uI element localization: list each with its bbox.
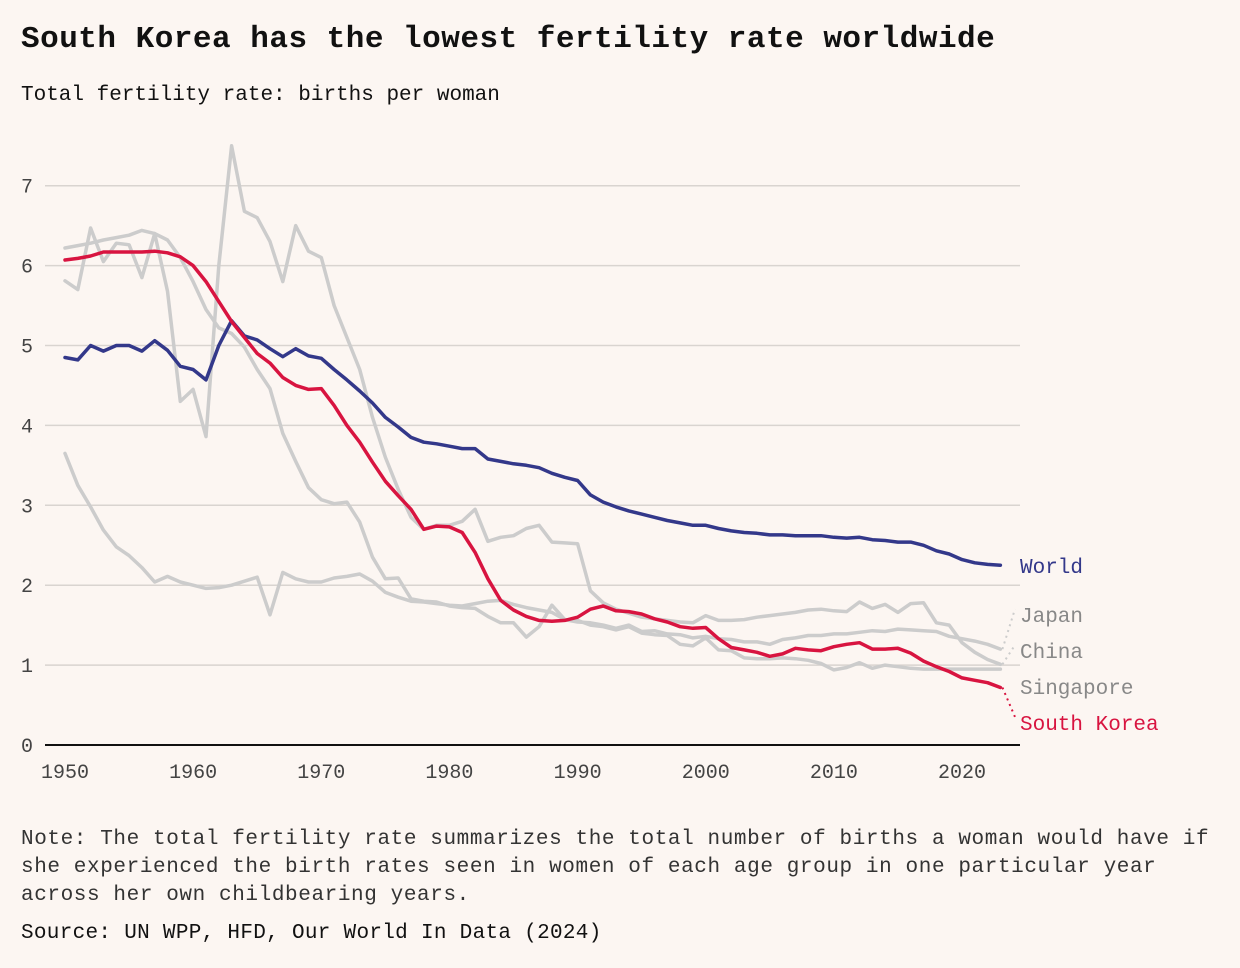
series-line-world	[63, 318, 1003, 567]
x-tick-label: 2020	[938, 762, 986, 785]
chart-note: Note: The total fertility rate summarize…	[21, 828, 1210, 907]
y-tick-label: 3	[21, 496, 33, 519]
y-tick-label: 1	[21, 656, 33, 679]
x-tick-label: 1970	[297, 762, 345, 785]
x-tick-label: 1980	[425, 762, 473, 785]
y-tick-label: 6	[21, 257, 33, 280]
label-connector-japan	[1001, 608, 1016, 650]
x-tick-label: 1990	[554, 762, 602, 785]
x-tick-label: 2010	[810, 762, 858, 785]
series-label-china: China	[1020, 642, 1083, 665]
x-axis-ticks: 1950 1960 1970 1980 1990 2000 2010 2020	[41, 762, 986, 785]
series-labels: Japan China Singapore World South Korea	[1001, 557, 1159, 737]
x-tick-label: 2000	[682, 762, 730, 785]
y-tick-label: 0	[21, 736, 33, 759]
series-label-world: World	[1020, 557, 1083, 580]
x-tick-label: 1960	[169, 762, 217, 785]
y-tick-label: 4	[21, 416, 33, 439]
y-tick-label: 7	[21, 177, 33, 200]
series-line-south-korea	[63, 249, 1003, 690]
y-axis-ticks: 0 1 2 3 4 5 6 7	[21, 177, 33, 759]
series-label-south-korea: South Korea	[1020, 714, 1159, 737]
series-lines	[63, 144, 1003, 690]
y-tick-label: 5	[21, 337, 33, 360]
label-connector-south-korea	[1001, 687, 1016, 718]
chart-source: Source: UN WPP, HFD, Our World In Data (…	[21, 922, 602, 945]
series-label-japan: Japan	[1020, 606, 1083, 629]
series-line-singapore	[63, 228, 1003, 672]
chart-title: South Korea has the lowest fertility rat…	[21, 22, 996, 57]
series-line-japan	[63, 451, 1003, 651]
label-connector-china	[1001, 644, 1016, 665]
chart-subtitle: Total fertility rate: births per woman	[21, 84, 500, 107]
x-tick-label: 1950	[41, 762, 89, 785]
series-label-singapore: Singapore	[1020, 678, 1133, 701]
series-line-china	[63, 144, 1003, 667]
gridlines	[45, 184, 1020, 666]
y-tick-label: 2	[21, 576, 33, 599]
